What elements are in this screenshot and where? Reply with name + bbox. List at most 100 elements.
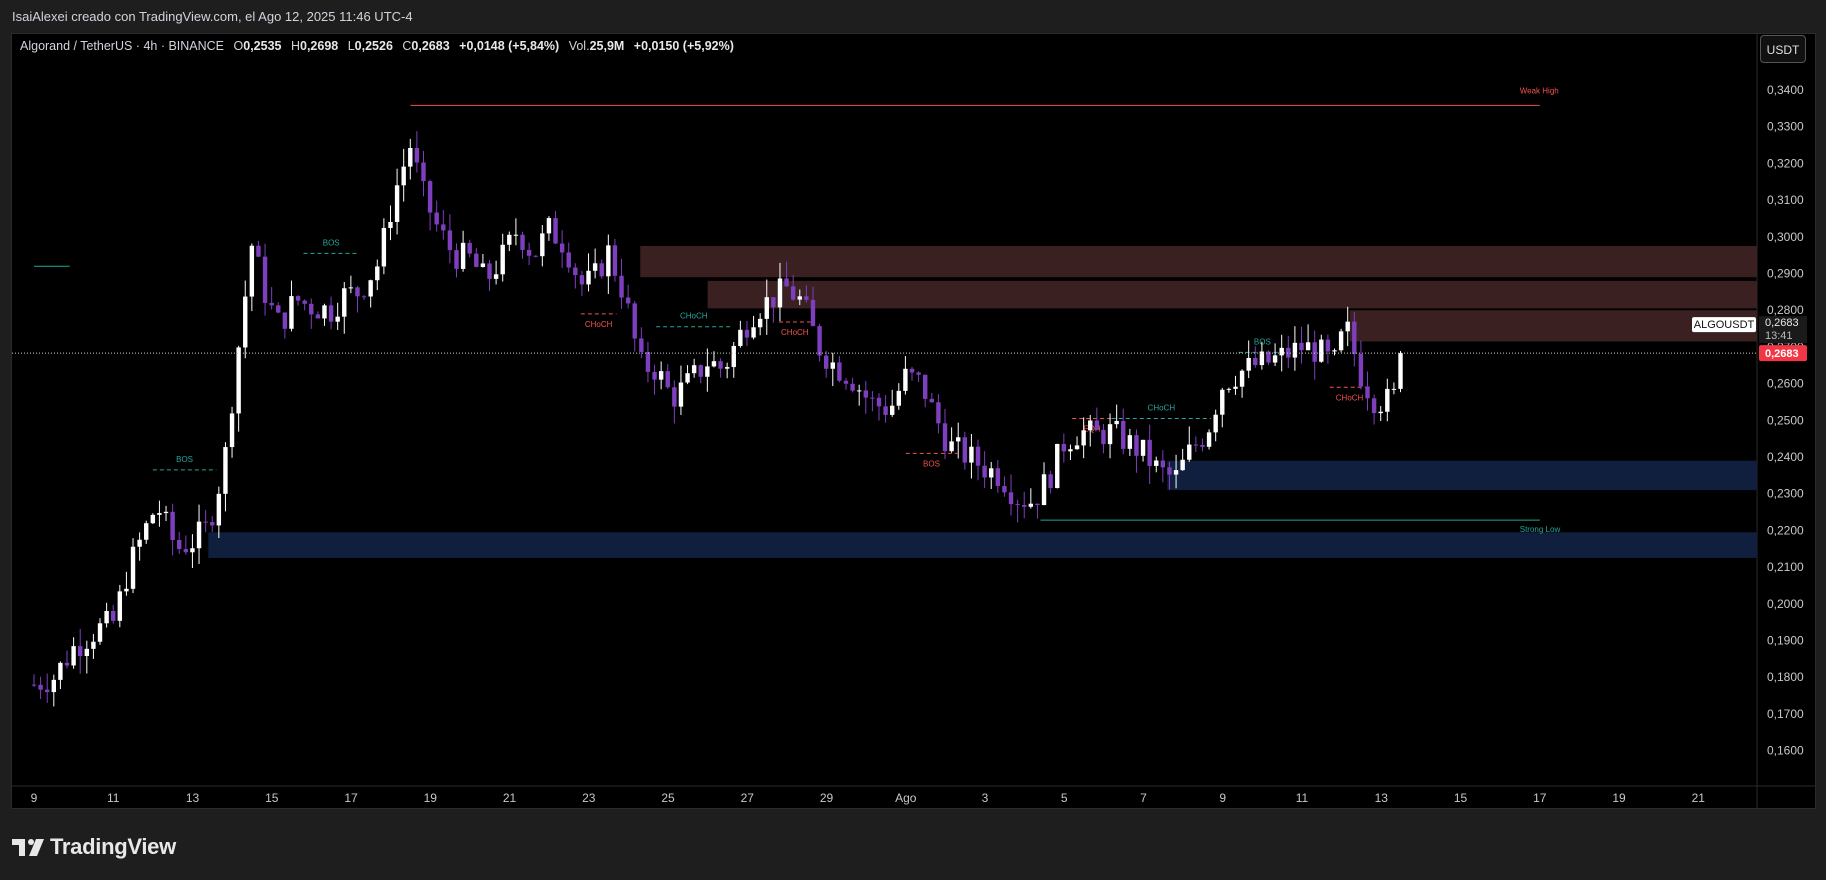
bear-candle[interactable] <box>203 521 208 523</box>
bull-candle[interactable] <box>500 244 505 275</box>
bull-candle[interactable] <box>322 305 327 319</box>
bull-candle[interactable] <box>51 679 57 693</box>
bull-candle[interactable] <box>1140 439 1146 456</box>
bull-candle[interactable] <box>724 367 730 369</box>
bear-candle[interactable] <box>1008 492 1014 505</box>
bull-candle[interactable] <box>540 233 545 257</box>
bull-candle[interactable] <box>190 548 195 553</box>
bear-candle[interactable] <box>599 263 604 277</box>
bear-candle[interactable] <box>454 250 459 269</box>
bull-candle[interactable] <box>777 278 783 308</box>
bear-candle[interactable] <box>645 351 651 372</box>
bull-candle[interactable] <box>1398 353 1403 389</box>
bear-candle[interactable] <box>45 689 50 693</box>
bear-candle[interactable] <box>276 305 281 313</box>
bear-candle[interactable] <box>639 338 644 352</box>
bear-candle[interactable] <box>850 383 855 391</box>
bull-candle[interactable] <box>196 521 202 549</box>
bear-candle[interactable] <box>355 287 360 297</box>
bull-candle[interactable] <box>84 648 90 657</box>
bear-candle[interactable] <box>1094 420 1100 430</box>
bull-candle[interactable] <box>1114 420 1119 425</box>
bear-candle[interactable] <box>1325 339 1331 352</box>
bear-candle[interactable] <box>414 148 420 163</box>
bull-candle[interactable] <box>368 280 373 297</box>
bull-candle[interactable] <box>1041 474 1047 506</box>
bear-candle[interactable] <box>573 267 578 276</box>
bear-candle[interactable] <box>883 406 888 415</box>
bull-candle[interactable] <box>989 468 994 478</box>
bull-candle[interactable] <box>731 345 736 368</box>
tradingview-logo[interactable]: TradingView <box>12 834 176 860</box>
bear-candle[interactable] <box>38 684 43 690</box>
bear-candle[interactable] <box>1371 398 1377 414</box>
bull-candle[interactable] <box>117 591 123 621</box>
bull-candle[interactable] <box>705 366 710 377</box>
bull-candle[interactable] <box>1292 342 1298 358</box>
bull-candle[interactable] <box>342 288 347 317</box>
demand-zone[interactable] <box>208 532 1758 558</box>
bear-candle[interactable] <box>962 437 968 463</box>
bull-candle[interactable] <box>150 514 156 524</box>
bear-candle[interactable] <box>843 380 849 384</box>
bear-candle[interactable] <box>1200 445 1205 447</box>
bear-candle[interactable] <box>210 522 215 526</box>
bull-candle[interactable] <box>1385 388 1390 412</box>
bull-candle[interactable] <box>691 365 697 374</box>
bull-candle[interactable] <box>216 493 222 526</box>
bear-candle[interactable] <box>923 374 928 399</box>
bull-candle[interactable] <box>91 641 96 649</box>
bull-candle[interactable] <box>460 242 466 269</box>
bear-candle[interactable] <box>427 181 433 213</box>
bull-candle[interactable] <box>223 447 228 494</box>
bear-candle[interactable] <box>256 245 261 257</box>
bull-candle[interactable] <box>58 662 63 680</box>
bull-candle[interactable] <box>1279 347 1284 356</box>
bear-candle[interactable] <box>975 446 981 466</box>
bull-candle[interactable] <box>130 546 136 589</box>
bull-candle[interactable] <box>738 329 743 346</box>
bear-candle[interactable] <box>625 297 631 304</box>
bear-candle[interactable] <box>170 511 175 540</box>
currency-button[interactable]: USDT <box>1760 35 1806 63</box>
bull-candle[interactable] <box>1081 430 1086 446</box>
bull-candle[interactable] <box>1391 388 1397 390</box>
bull-candle[interactable] <box>1272 355 1278 363</box>
bear-candle[interactable] <box>31 684 37 686</box>
bull-candle[interactable] <box>1378 411 1383 414</box>
bull-candle[interactable] <box>896 390 901 406</box>
bull-candle[interactable] <box>104 611 109 624</box>
bull-candle[interactable] <box>1180 459 1185 471</box>
supply-zone[interactable] <box>1349 310 1757 342</box>
bull-candle[interactable] <box>1213 414 1218 433</box>
bear-candle[interactable] <box>870 397 875 399</box>
bull-candle[interactable] <box>949 441 954 452</box>
bull-candle[interactable] <box>586 270 591 285</box>
bull-candle[interactable] <box>229 413 235 448</box>
bull-candle[interactable] <box>394 185 400 222</box>
bear-candle[interactable] <box>698 365 703 377</box>
bull-candle[interactable] <box>856 390 862 392</box>
bear-candle[interactable] <box>810 299 816 327</box>
bear-candle[interactable] <box>1253 357 1258 366</box>
bull-candle[interactable] <box>1107 424 1113 445</box>
supply-zone[interactable] <box>707 280 1757 309</box>
bull-candle[interactable] <box>658 371 664 380</box>
bear-candle[interactable] <box>929 398 935 403</box>
bear-candle[interactable] <box>1015 504 1020 506</box>
bull-candle[interactable] <box>1259 351 1265 366</box>
bear-candle[interactable] <box>1147 439 1152 466</box>
bear-candle[interactable] <box>361 296 367 298</box>
supply-zone[interactable] <box>640 246 1758 278</box>
bear-candle[interactable] <box>533 255 538 257</box>
bull-candle[interactable] <box>1305 342 1311 351</box>
bull-candle[interactable] <box>1088 420 1093 431</box>
bear-candle[interactable] <box>619 275 624 298</box>
bull-candle[interactable] <box>493 274 499 279</box>
bear-candle[interactable] <box>837 362 842 381</box>
bear-candle[interactable] <box>474 253 479 267</box>
bear-candle[interactable] <box>1061 443 1067 452</box>
bull-candle[interactable] <box>606 245 611 277</box>
bear-candle[interactable] <box>1358 354 1364 387</box>
symbol-name[interactable]: Algorand / TetherUS · 4h · BINANCE <box>20 39 225 53</box>
